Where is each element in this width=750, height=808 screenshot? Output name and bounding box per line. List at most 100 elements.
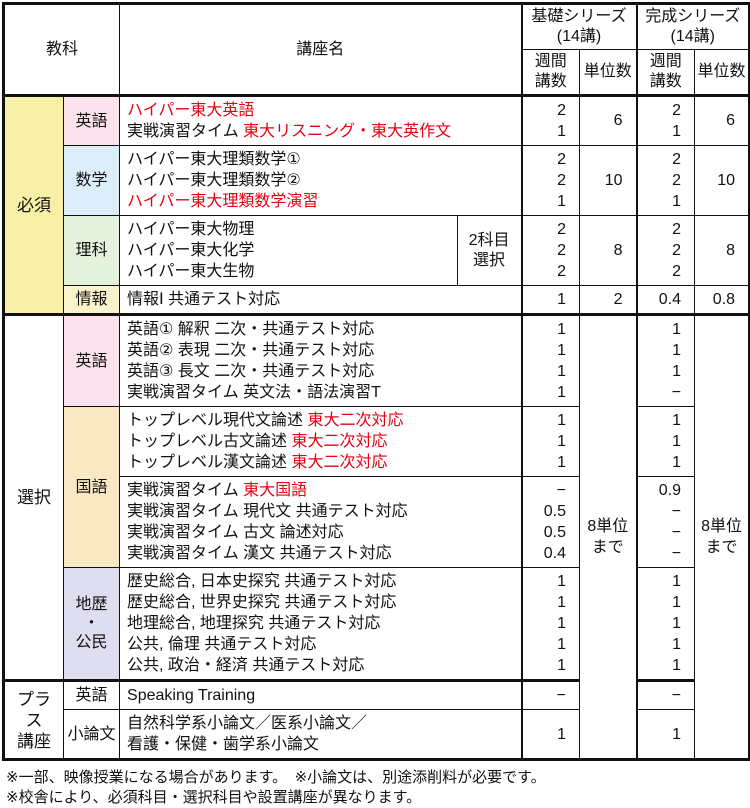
header-final-series: 完成シリーズ (14講)	[635, 3, 750, 50]
group-label-elective: 選択	[17, 488, 51, 507]
week-value: 1	[557, 636, 567, 653]
course-text: 実戦演習タイム 現代文 共通テスト対応	[127, 503, 408, 520]
final-unit-cell: 6	[694, 94, 750, 146]
basic-series-count: (14講)	[556, 28, 602, 45]
note-line: 2科目	[468, 231, 510, 249]
course-text: トップレベル漢文論述	[127, 454, 292, 471]
course-text: 歴史総合, 日本史探究 共通テスト対応	[127, 573, 397, 590]
course-line: トップレベル現代文論述 東大二次対応	[127, 410, 519, 431]
subject-cell-math: 数学	[62, 145, 121, 216]
course-line: ハイパー東大理類数学②	[127, 170, 519, 191]
course-line: 英語③ 長文 二次・共通テスト対応	[127, 361, 519, 382]
week-value: 1	[557, 412, 567, 429]
subject-cell-geo-civics: 地歴 ・ 公民	[62, 567, 121, 681]
course-line: 実戦演習タイム 英文法・語法演習T	[127, 382, 519, 403]
science-course-names: ハイパー東大物理 ハイパー東大化学 ハイパー東大生物	[120, 216, 457, 285]
group-cell-elective: 選択	[3, 313, 64, 681]
week-value: 1	[672, 433, 682, 450]
unit-value: 10	[717, 171, 736, 189]
week-value: 2	[557, 102, 567, 119]
course-line: ハイパー東大英語	[127, 100, 519, 121]
week-value: 2	[672, 172, 682, 189]
course-text: 実戦演習タイム	[127, 123, 244, 140]
final-week-cell: 1	[635, 709, 696, 760]
course-line: 実戦演習タイム 東大国語	[127, 480, 519, 501]
course-line: 実戦演習タイム 現代文 共通テスト対応	[127, 501, 519, 522]
week-value: 2	[557, 242, 567, 259]
course-text: 実戦演習タイム	[127, 482, 244, 499]
subject-label-line: 地歴	[75, 596, 108, 613]
subject-cell-info: 情報	[62, 285, 121, 315]
course-text-red: 東大二次対応	[307, 412, 404, 429]
subject-label: 国語	[75, 478, 108, 496]
week-value: −	[671, 545, 682, 562]
week-value: 1	[672, 321, 682, 338]
course-text: 看護・保健・歯学系小論文	[127, 736, 320, 753]
course-line: トップレベル古文論述 東大二次対応	[127, 431, 519, 452]
header-course-col: 講座名	[119, 3, 523, 96]
course-text-red: 東大二次対応	[291, 454, 388, 471]
unit-value: 2	[613, 290, 623, 308]
science-choice-note: 2科目 選択	[456, 216, 521, 285]
week-value: −	[671, 687, 682, 704]
course-text: 公共, 政治・経済 共通テスト対応	[127, 657, 365, 674]
week-value: −	[671, 384, 682, 401]
science-course-wrap: ハイパー東大物理 ハイパー東大化学 ハイパー東大生物 2科目 選択	[120, 216, 521, 285]
course-line: ハイパー東大理類数学演習	[127, 191, 519, 212]
subject-label: 英語	[75, 112, 108, 130]
basic-unit-cell: 6	[579, 94, 638, 146]
week-value: 1	[557, 363, 567, 380]
week-value: −	[671, 524, 682, 541]
course-line: 歴史総合, 日本史探究 共通テスト対応	[127, 571, 519, 592]
table-row-plus-english: プラス 講座 英語 Speaking Training − −	[3, 679, 750, 760]
group-label-line: 講座	[17, 731, 51, 751]
basic-series-name: 基礎シリーズ	[531, 8, 627, 25]
week-value: 1	[557, 193, 567, 210]
course-line: 実戦演習タイム 古文 論述対応	[127, 522, 519, 543]
subject-cell-kokugo: 国語	[62, 406, 121, 568]
week-value: 1	[557, 291, 567, 308]
course-text: トップレベル現代文論述	[127, 412, 308, 429]
group-cell-required: 必須	[3, 94, 64, 315]
table-row-required-english: 必須 英語 ハイパー東大英語 実戦演習タイム 東大リスニング・東大英作文 2 1…	[3, 94, 750, 315]
course-text: 公共, 倫理 共通テスト対応	[127, 636, 317, 653]
week-value: 2	[557, 221, 567, 238]
basic-week-cell: 1 1 1	[520, 406, 581, 477]
course-cell-elective-english: 英語① 解釈 二次・共通テスト対応 英語② 表現 二次・共通テスト対応 英語③ …	[119, 313, 523, 407]
course-cell-elective-kokugo-1: トップレベル現代文論述 東大二次対応 トップレベル古文論述 東大二次対応 トップ…	[119, 406, 523, 477]
course-text-red: ハイパー東大理類数学演習	[127, 193, 319, 210]
header-course-label: 講座名	[296, 40, 345, 58]
table-row-required-math: 数学 ハイパー東大理類数学① ハイパー東大理類数学② ハイパー東大理類数学演習 …	[4, 145, 750, 216]
course-line: トップレベル漢文論述 東大二次対応	[127, 452, 519, 473]
week-value: 1	[672, 363, 682, 380]
subject-cell-essay: 小論文	[62, 709, 121, 760]
subject-label-line: 公民	[75, 634, 108, 651]
course-text: 自然科学系小論文／医系小論文／	[127, 715, 368, 732]
subject-label: 英語	[75, 352, 108, 370]
week-label-line2: 講数	[649, 73, 682, 90]
course-cell-elective-geo-civics: 歴史総合, 日本史探究 共通テスト対応 歴史総合, 世界史探究 共通テスト対応 …	[119, 567, 523, 681]
course-cell-plus-english: Speaking Training	[119, 679, 523, 710]
course-text: ハイパー東大化学	[127, 242, 255, 259]
note-line: 選択	[473, 251, 506, 269]
week-value: 2	[557, 263, 567, 280]
table-row-elective-geo-civics: 地歴 ・ 公民 歴史総合, 日本史探究 共通テスト対応 歴史総合, 世界史探究 …	[4, 567, 750, 681]
week-value: 1	[557, 594, 567, 611]
header-row-2: 週間 講数 単位数 週間 講数 単位数	[4, 49, 750, 96]
week-value: 2	[557, 151, 567, 168]
week-value: 1	[557, 454, 567, 471]
week-value: 1	[557, 573, 567, 590]
header-subject-col: 教科	[2, 3, 121, 96]
course-line: Speaking Training	[127, 685, 519, 706]
footnotes: ※一部、映像授業になる場合があります。 ※小論文は、別途添削料が必要です。 ※校…	[2, 761, 748, 808]
unit-label: 単位数	[697, 63, 746, 80]
unit-value: 6	[613, 112, 623, 129]
subject-label: 英語	[75, 687, 108, 704]
header-basic-series: 基礎シリーズ (14講)	[520, 3, 638, 50]
week-value: 1	[672, 123, 682, 140]
course-line: 公共, 倫理 共通テスト対応	[127, 634, 519, 655]
unit-value: 8	[613, 241, 623, 259]
course-line: 情報Ⅰ 共通テスト対応	[127, 289, 519, 310]
table-row-plus-essay: 小論文 自然科学系小論文／医系小論文／ 看護・保健・歯学系小論文 1 1	[4, 709, 750, 760]
week-value: 2	[672, 102, 682, 119]
